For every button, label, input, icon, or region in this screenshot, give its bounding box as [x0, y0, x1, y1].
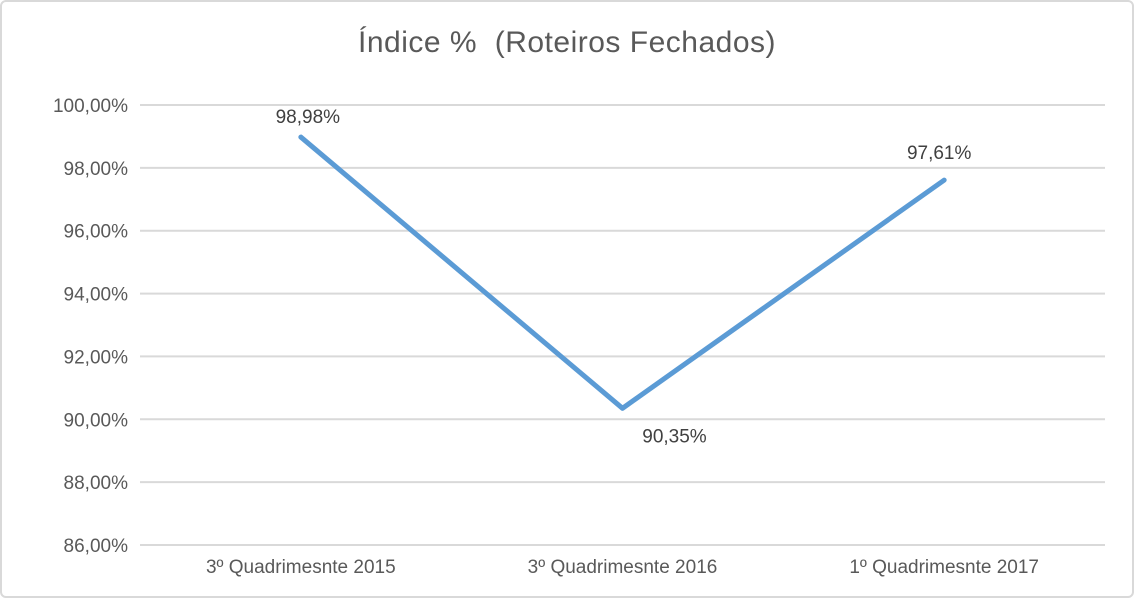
series-line-group	[298, 134, 947, 411]
x-tick-label: 1º Quadrimesnte 2017	[849, 557, 1039, 578]
y-tick-label: 100,00%	[53, 96, 128, 117]
y-axis-tick-labels: 100,00% 98,00% 96,00% 94,00% 92,00% 90,00% 88,…	[53, 96, 128, 557]
x-axis-category-labels: 3º Quadrimesnte 2015 3º Quadrimesnte 2016…	[206, 557, 1039, 578]
data-labels: 98,98% 90,35% 97,61%	[276, 107, 972, 447]
y-tick-label: 92,00%	[64, 347, 129, 368]
y-tick-label: 98,00%	[64, 159, 129, 180]
series-line	[298, 134, 947, 411]
y-tick-label: 94,00%	[64, 285, 129, 306]
x-tick-label: 3º Quadrimesnte 2015	[206, 557, 396, 578]
x-tick-label: 3º Quadrimesnte 2016	[528, 557, 718, 578]
data-label: 98,98%	[276, 107, 341, 128]
data-label: 97,61%	[907, 143, 972, 164]
y-tick-label: 96,00%	[64, 222, 129, 243]
data-label: 90,35%	[642, 426, 707, 447]
y-tick-label: 88,00%	[64, 473, 129, 494]
y-tick-label: 90,00%	[64, 410, 129, 431]
y-tick-label: 86,00%	[64, 536, 129, 557]
gridlines	[140, 104, 1105, 546]
